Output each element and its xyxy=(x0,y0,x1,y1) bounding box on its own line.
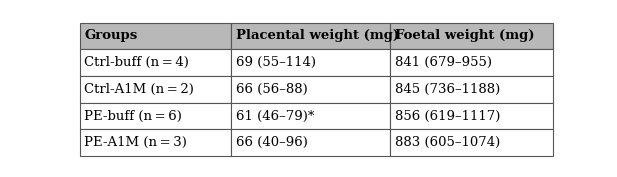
Bar xyxy=(231,49,390,76)
Bar xyxy=(80,23,231,49)
Bar xyxy=(231,129,390,156)
Text: Groups: Groups xyxy=(85,29,138,42)
Text: Foetal weight (mg): Foetal weight (mg) xyxy=(395,29,534,42)
Bar xyxy=(390,49,553,76)
Text: 69 (55–114): 69 (55–114) xyxy=(236,56,316,69)
Bar xyxy=(231,76,390,103)
Bar xyxy=(80,103,231,129)
Text: 841 (679–955): 841 (679–955) xyxy=(395,56,492,69)
Text: Placental weight (mg): Placental weight (mg) xyxy=(236,29,399,42)
Text: 856 (619–1117): 856 (619–1117) xyxy=(395,110,500,123)
Text: PE-A1M (n = 3): PE-A1M (n = 3) xyxy=(85,136,187,149)
Text: 66 (56–88): 66 (56–88) xyxy=(236,83,307,96)
Text: 61 (46–79)*: 61 (46–79)* xyxy=(236,110,314,123)
Bar xyxy=(80,76,231,103)
Text: Ctrl-buff (n = 4): Ctrl-buff (n = 4) xyxy=(85,56,189,69)
Bar xyxy=(80,129,231,156)
Text: 66 (40–96): 66 (40–96) xyxy=(236,136,307,149)
Bar xyxy=(390,23,553,49)
Bar xyxy=(390,129,553,156)
Text: PE-buff (n = 6): PE-buff (n = 6) xyxy=(85,110,182,123)
Bar xyxy=(231,23,390,49)
Text: 883 (605–1074): 883 (605–1074) xyxy=(395,136,500,149)
Text: 845 (736–1188): 845 (736–1188) xyxy=(395,83,500,96)
Text: Ctrl-A1M (n = 2): Ctrl-A1M (n = 2) xyxy=(85,83,194,96)
Bar xyxy=(390,76,553,103)
Bar xyxy=(231,103,390,129)
Bar xyxy=(80,49,231,76)
Bar xyxy=(390,103,553,129)
